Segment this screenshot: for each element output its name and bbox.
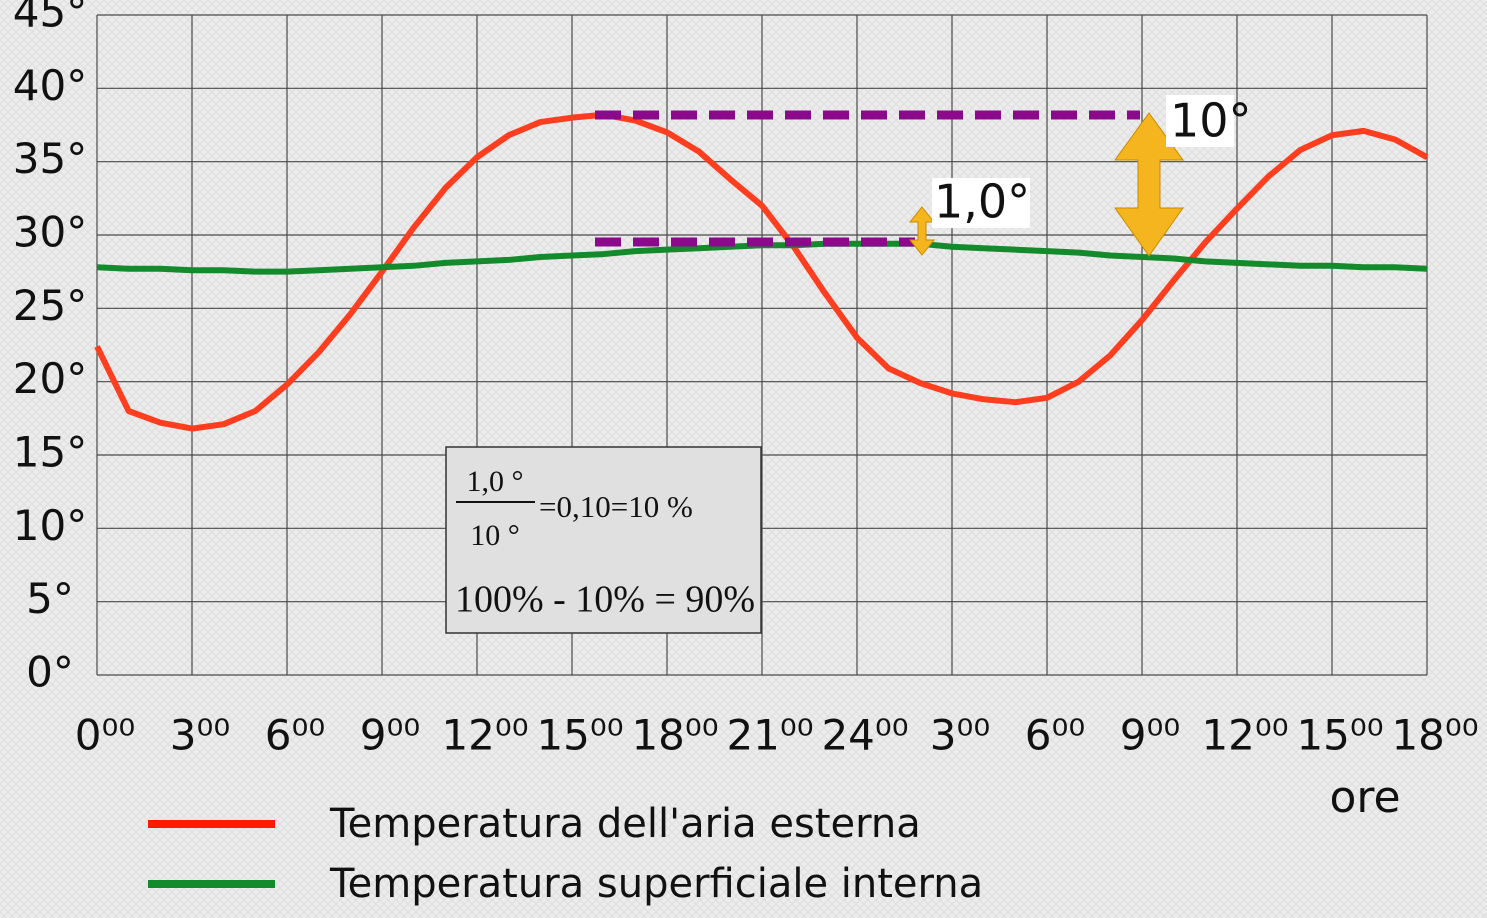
legend: Temperatura dell'aria esterna Temperatura… xyxy=(148,801,983,907)
fraction-denominator: 10 ° xyxy=(470,519,520,552)
x-tick-label: 12⁰⁰ xyxy=(1201,711,1288,760)
y-tick-label: 20° xyxy=(13,354,87,403)
x-tick-label: 3⁰⁰ xyxy=(930,711,990,760)
x-tick-label: 21⁰⁰ xyxy=(726,711,813,760)
x-tick-label: 18⁰⁰ xyxy=(1391,711,1478,760)
label-bg xyxy=(1166,95,1234,147)
y-tick-label: 35° xyxy=(13,134,87,183)
y-tick-label: 15° xyxy=(13,428,87,477)
y-tick-label: 25° xyxy=(13,281,87,330)
x-axis-label: ore xyxy=(1329,772,1400,823)
legend-label: Temperatura dell'aria esterna xyxy=(329,801,921,847)
x-tick-label: 3⁰⁰ xyxy=(170,711,230,760)
big-delta-label: 10° xyxy=(1170,94,1252,148)
y-tick-label: 45° xyxy=(13,0,87,37)
label-bg xyxy=(932,178,1030,228)
x-tick-label: 24⁰⁰ xyxy=(821,711,908,760)
legend-label: Temperatura superficiale interna xyxy=(329,861,983,907)
y-tick-label: 5° xyxy=(26,574,74,623)
x-tick-label: 15⁰⁰ xyxy=(536,711,623,760)
grid: 0° 5° 10° 15° 20° 25° 30° 35° 40° 45° 0⁰⁰ 3⁰⁰ 6⁰⁰ 9⁰⁰… xyxy=(13,0,1479,760)
x-tick-label: 18⁰⁰ xyxy=(631,711,718,760)
x-tick-label: 9⁰⁰ xyxy=(1120,711,1180,760)
x-tick-label: 6⁰⁰ xyxy=(265,711,325,760)
y-tick-label: 40° xyxy=(13,61,87,110)
difference: 100% - 10% = 90% xyxy=(455,579,755,621)
series-line xyxy=(94,111,1429,432)
y-tick-label: 10° xyxy=(13,501,87,550)
x-tick-label: 12⁰⁰ xyxy=(441,711,528,760)
big-arrow xyxy=(1114,112,1184,257)
x-tick-label: 9⁰⁰ xyxy=(360,711,420,760)
x-tick-label: 15⁰⁰ xyxy=(1296,711,1383,760)
x-tick-label: 0⁰⁰ xyxy=(75,711,135,760)
small-delta-label: 1,0° xyxy=(934,175,1030,229)
x-tick-label: 6⁰⁰ xyxy=(1025,711,1085,760)
fraction-numerator: 1,0 ° xyxy=(467,465,524,498)
fraction-result: =0,10=10 % xyxy=(539,489,693,524)
y-tick-label: 0° xyxy=(26,648,74,697)
formula-box xyxy=(445,446,762,634)
small-arrow xyxy=(908,206,936,256)
y-tick-label: 30° xyxy=(13,208,87,257)
